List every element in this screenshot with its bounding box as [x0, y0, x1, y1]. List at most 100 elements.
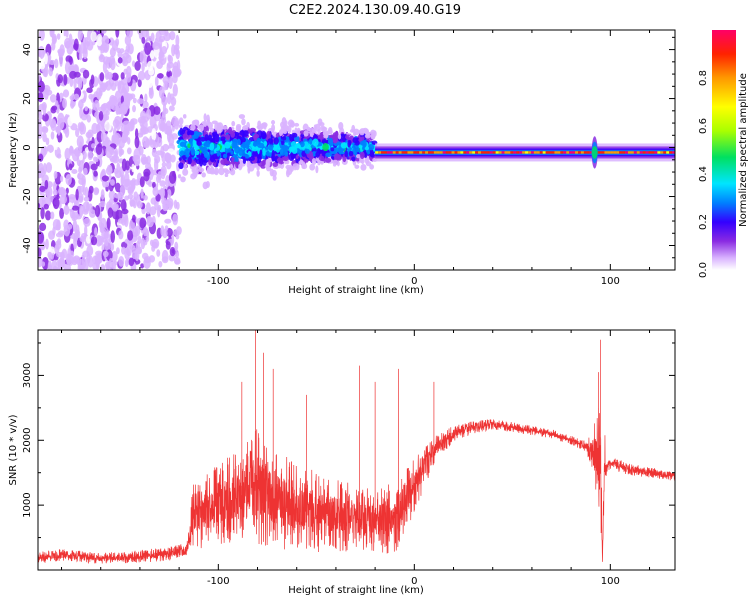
heatmap-cell: [355, 154, 362, 159]
heatmap-cell: [111, 250, 118, 262]
heatmap-cell: [237, 125, 241, 134]
heatmap-cell: [610, 151, 614, 154]
heatmap-cell: [322, 143, 329, 152]
heatmap-cell: [203, 119, 208, 127]
heatmap-cell: [126, 137, 131, 145]
heatmap-cell: [38, 112, 43, 120]
heatmap-cell: [63, 73, 68, 86]
heatmap-cell: [77, 192, 84, 204]
snr-ticks: -100 0 100 1000 2000 3000: [22, 330, 675, 587]
heatmap-cell: [173, 229, 180, 237]
heatmap-cell: [178, 157, 182, 161]
heatmap-cell: [457, 151, 461, 154]
heatmap-cell: [77, 77, 83, 90]
heatmap-cell: [251, 151, 259, 157]
heatmap-cell: [229, 168, 236, 176]
heatmap-cell: [114, 148, 119, 158]
heatmap-cell: [129, 93, 136, 100]
heatmap-cell: [154, 154, 161, 164]
heatmap-cell: [142, 136, 149, 148]
heatmap-cell: [92, 261, 100, 270]
heatmap-cell: [528, 151, 531, 154]
heatmap-cell: [475, 151, 479, 154]
heatmap-cell: [63, 37, 72, 49]
heatmap-cell: [187, 143, 191, 149]
heatmap-cell: [69, 250, 75, 258]
heatmap-cell: [64, 147, 71, 161]
heatmap-cell: [140, 115, 146, 125]
heatmap-cell: [261, 160, 266, 166]
heatmap-cell: [176, 160, 181, 172]
heatmap-cell: [548, 151, 552, 154]
heatmap-cell: [80, 112, 88, 121]
heatmap-cell: [347, 139, 351, 148]
heatmap-cell: [271, 124, 276, 132]
heatmap-cell: [169, 246, 176, 257]
heatmap-cell: [79, 235, 85, 243]
heatmap-cell: [108, 55, 116, 65]
heatmap-cell: [666, 151, 670, 154]
heatmap-cell: [386, 151, 390, 154]
heatmap-cell: [116, 247, 120, 255]
heatmap-cell: [364, 146, 369, 151]
heatmap-cell: [498, 151, 502, 154]
heatmap-cell: [115, 30, 120, 38]
heatmap-cell: [507, 151, 511, 154]
y-tick-label: -20: [22, 188, 33, 204]
heatmap-cell: [261, 132, 267, 140]
heatmap-cell: [182, 168, 189, 176]
heatmap-cell: [131, 163, 135, 173]
heatmap-cell: [204, 137, 210, 142]
heatmap-cell: [73, 43, 79, 50]
heatmap-cell: [231, 157, 235, 162]
heatmap-cell: [146, 216, 153, 223]
heatmap-cell: [533, 151, 537, 154]
heatmap-cell: [151, 241, 159, 249]
heatmap-cell: [141, 62, 145, 72]
heatmap-cell: [542, 151, 546, 154]
heatmap-cell: [242, 143, 246, 150]
heatmap-cell: [222, 153, 228, 159]
heatmap-cell: [430, 151, 434, 154]
heatmap-cell: [321, 126, 328, 131]
heatmap-cell: [225, 133, 231, 141]
heatmap-cell: [445, 151, 449, 154]
heatmap-cell: [271, 149, 275, 158]
heatmap-cell: [364, 133, 371, 139]
heatmap-cell: [338, 121, 344, 131]
heatmap-cell: [43, 203, 49, 210]
heatmap-cell: [344, 150, 348, 158]
heatmap-cell: [99, 72, 105, 82]
heatmap-cell: [149, 206, 157, 216]
heatmap-cell: [56, 238, 62, 246]
heatmap-cell: [448, 151, 452, 154]
heatmap-cell: [42, 132, 47, 143]
heatmap-cell: [304, 148, 310, 154]
heatmap-cell: [128, 257, 135, 267]
heatmap-cell: [256, 137, 261, 145]
heatmap-cell: [122, 120, 131, 126]
heatmap-cell: [598, 151, 602, 154]
heatmap-cell: [168, 171, 177, 184]
heatmap-cell: [120, 175, 124, 187]
y-tick-label: 20: [22, 92, 33, 105]
heatmap-cell: [118, 230, 124, 240]
heatmap-cell: [115, 209, 123, 221]
heatmap-cell: [275, 144, 281, 153]
heatmap-cell: [143, 171, 150, 182]
heatmap-cell: [495, 151, 499, 154]
heatmap-cell: [160, 225, 165, 237]
heatmap-cell: [190, 124, 196, 131]
heatmap-cell: [170, 96, 177, 107]
heatmap-cell: [187, 156, 192, 165]
figure-title: C2E2.2024.130.09.40.G19: [289, 3, 461, 18]
heatmap-cell: [48, 254, 53, 261]
heatmap-cell: [105, 166, 113, 176]
heatmap-cell: [657, 151, 661, 154]
heatmap-cell: [330, 147, 335, 152]
y-tick-label: 0: [22, 144, 33, 150]
heatmap-cell: [144, 93, 148, 103]
heatmap-cell: [273, 137, 279, 145]
heatmap-cell: [121, 241, 128, 249]
